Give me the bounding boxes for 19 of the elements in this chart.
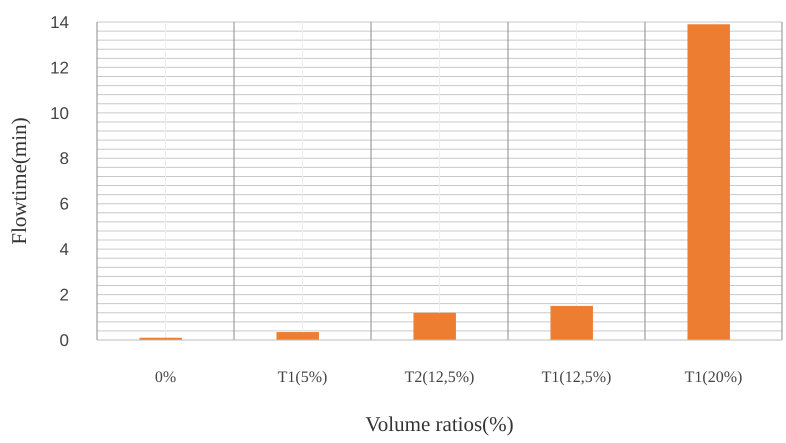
bar bbox=[413, 312, 456, 340]
y-tick-label: 6 bbox=[60, 194, 69, 214]
y-tick-label: 2 bbox=[60, 286, 69, 305]
y-tick-label: 8 bbox=[60, 149, 69, 168]
x-tick-label: 0% bbox=[154, 369, 176, 386]
bar bbox=[276, 332, 319, 340]
y-tick-label: 10 bbox=[50, 104, 69, 123]
bar bbox=[550, 306, 593, 340]
x-tick-label: T1(12,5%) bbox=[542, 369, 612, 386]
y-axis-title: Flowtime(min) bbox=[7, 117, 31, 245]
x-tick-label: T2(12,5%) bbox=[404, 369, 474, 386]
x-axis-title: Volume ratios(%) bbox=[365, 412, 514, 436]
y-tick-label: 0 bbox=[60, 330, 69, 350]
y-tick-label: 4 bbox=[60, 240, 69, 260]
y-tick-label: 12 bbox=[50, 58, 69, 78]
x-tick-label: T1(5%) bbox=[278, 369, 328, 386]
y-tick-label: 14 bbox=[50, 12, 69, 32]
bar bbox=[687, 24, 730, 340]
x-tick-label: T1(20%) bbox=[684, 369, 742, 386]
